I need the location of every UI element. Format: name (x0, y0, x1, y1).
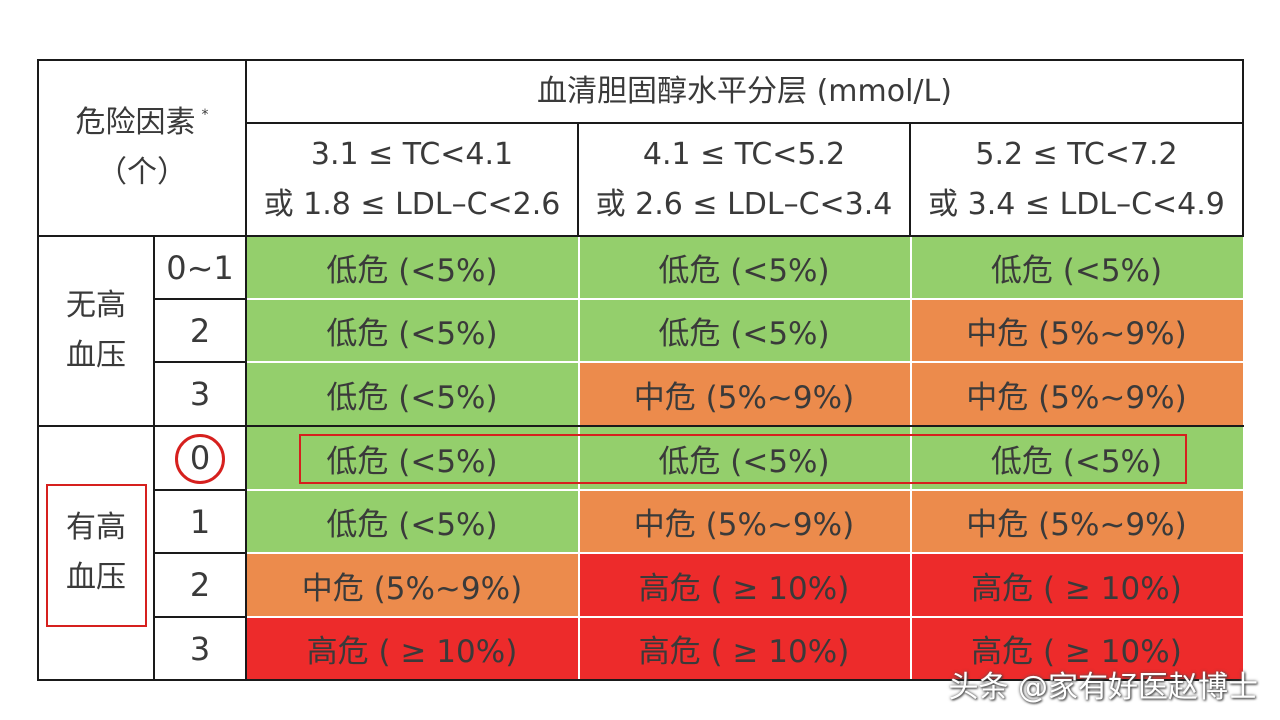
risk-level-cell: 低危 (<5%) (910, 426, 1243, 490)
grid-line (154, 361, 246, 363)
risk-level-cell: 高危 ( ≥ 10%) (910, 553, 1243, 617)
highlight-box-hypertension-label (46, 484, 147, 627)
group-hypertension: 有高 血压 (38, 426, 154, 680)
risk-level-cell: 高危 ( ≥ 10%) (578, 553, 910, 617)
grid-line (154, 489, 246, 491)
group-no-hypertension-line1: 无高 (66, 288, 126, 323)
column-header-3: 5.2 ≤ TC<7.2 或 3.4 ≤ LDL–C<4.9 (910, 123, 1243, 236)
grid-divider (578, 236, 580, 680)
risk-level-cell: 低危 (<5%) (246, 362, 578, 426)
risk-count-cell: 1 (189, 502, 211, 541)
column-header-2-ldl: 或 2.6 ≤ LDL–C<3.4 (595, 186, 893, 222)
grid-line (154, 616, 246, 618)
group-hypertension-line1: 有高 (66, 510, 126, 545)
risk-factors-header: 危险因素 * （个） (38, 60, 246, 236)
risk-count-cell: 3 (189, 629, 211, 668)
risk-factors-unit: （个） (97, 155, 187, 190)
risk-level-cell: 中危 (5%~9%) (578, 362, 910, 426)
risk-level-cell: 高危 ( ≥ 10%) (246, 617, 578, 680)
grid-divider (246, 361, 1243, 363)
risk-count-cell: 2 (189, 311, 211, 350)
risk-level-cell: 低危 (<5%) (578, 426, 910, 490)
cholesterol-title: 血清胆固醇水平分层 (mmol/L) (537, 73, 952, 109)
grid-line (153, 236, 155, 680)
column-header-2: 4.1 ≤ TC<5.2 或 2.6 ≤ LDL–C<3.4 (578, 123, 910, 236)
grid-line (245, 59, 247, 681)
grid-divider (246, 552, 1243, 554)
risk-level-cell: 低危 (<5%) (246, 490, 578, 553)
table-border-top (37, 59, 1244, 61)
risk-level-cell: 低危 (<5%) (910, 236, 1243, 299)
grid-line (246, 122, 1243, 124)
risk-factors-label: 危险因素 (75, 105, 196, 140)
column-header-3-ldl: 或 3.4 ≤ LDL–C<4.9 (928, 186, 1225, 222)
table-border-left (37, 59, 39, 681)
column-header-2-tc: 4.1 ≤ TC<5.2 (642, 136, 846, 172)
table-border-right (1242, 59, 1244, 236)
grid-line (154, 552, 246, 554)
grid-line (37, 235, 1244, 237)
highlight-box-zero-row (299, 434, 1187, 484)
table-border-bottom (37, 679, 1244, 681)
risk-level-cell: 低危 (<5%) (246, 426, 578, 490)
grid-line (37, 425, 1244, 427)
group-no-hypertension-line2: 血压 (66, 338, 126, 373)
grid-line (577, 122, 579, 236)
risk-level-cell: 中危 (5%~9%) (910, 362, 1243, 426)
grid-divider (246, 298, 1243, 300)
grid-divider (246, 489, 1243, 491)
watermark: 头条 @家有好医赵博士 (948, 670, 1258, 705)
risk-level-cell: 高危 ( ≥ 10%) (578, 617, 910, 680)
risk-level-cell: 低危 (<5%) (246, 299, 578, 362)
risk-level-cell: 中危 (5%~9%) (246, 553, 578, 617)
column-header-1-tc: 3.1 ≤ TC<4.1 (310, 136, 514, 172)
grid-divider (910, 236, 912, 680)
risk-level-cell: 中危 (5%~9%) (578, 490, 910, 553)
highlight-circle-zero (175, 434, 225, 484)
column-header-3-tc: 5.2 ≤ TC<7.2 (975, 136, 1178, 172)
risk-factors-footnote-mark: * (201, 107, 209, 123)
risk-level-cell: 高危 ( ≥ 10%) (910, 617, 1243, 680)
risk-level-cell: 低危 (<5%) (578, 236, 910, 299)
risk-level-cell: 中危 (5%~9%) (910, 490, 1243, 553)
grid-line (154, 298, 246, 300)
group-hypertension-line2: 血压 (66, 560, 126, 595)
risk-count-cell: 3 (189, 375, 211, 413)
grid-line (909, 122, 911, 236)
risk-level-cell: 低危 (<5%) (246, 236, 578, 299)
risk-count-cell: 0~1 (166, 248, 234, 287)
column-header-1: 3.1 ≤ TC<4.1 或 1.8 ≤ LDL–C<2.6 (246, 123, 578, 236)
grid-divider (246, 616, 1243, 618)
column-header-1-ldl: 或 1.8 ≤ LDL–C<2.6 (263, 186, 561, 222)
risk-level-cell: 低危 (<5%) (578, 299, 910, 362)
group-no-hypertension: 无高 血压 (38, 236, 154, 426)
risk-count-cell: 2 (189, 566, 211, 604)
risk-level-cell: 中危 (5%~9%) (910, 299, 1243, 362)
